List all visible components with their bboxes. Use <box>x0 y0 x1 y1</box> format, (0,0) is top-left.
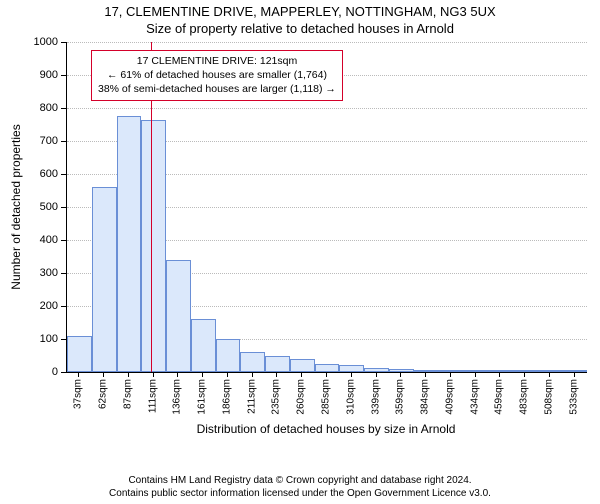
annotation-box: 17 CLEMENTINE DRIVE: 121sqm← 61% of deta… <box>91 50 343 101</box>
annotation-line: 38% of semi-detached houses are larger (… <box>98 82 336 96</box>
x-tick-mark <box>177 372 178 377</box>
x-tick-label: 260sqm <box>296 379 307 415</box>
y-tick-mark <box>61 174 66 175</box>
x-tick-label: 136sqm <box>172 379 183 415</box>
x-tick-label: 508sqm <box>543 379 554 415</box>
footer-line-1: Contains HM Land Registry data © Crown c… <box>0 474 600 487</box>
x-tick-mark <box>301 372 302 377</box>
bar <box>240 352 265 372</box>
y-tick-label: 800 <box>10 102 58 114</box>
x-tick-label: 310sqm <box>345 379 356 415</box>
x-tick-mark <box>326 372 327 377</box>
x-tick-label: 211sqm <box>246 379 257 414</box>
x-tick-mark <box>450 372 451 377</box>
x-tick-label: 434sqm <box>469 379 480 415</box>
x-tick-mark <box>227 372 228 377</box>
y-tick-mark <box>61 339 66 340</box>
bar <box>265 356 290 373</box>
chart-area: Number of detached properties 17 CLEMENT… <box>10 42 590 440</box>
y-tick-mark <box>61 306 66 307</box>
x-tick-mark <box>574 372 575 377</box>
x-tick-mark <box>524 372 525 377</box>
x-tick-mark <box>499 372 500 377</box>
y-tick-label: 600 <box>10 168 58 180</box>
x-tick-mark <box>351 372 352 377</box>
bar <box>562 370 587 372</box>
x-tick-label: 384sqm <box>420 379 431 415</box>
y-tick-mark <box>61 240 66 241</box>
y-tick-label: 900 <box>10 69 58 81</box>
y-tick-mark <box>61 372 66 373</box>
bar <box>339 365 364 372</box>
y-tick-label: 400 <box>10 234 58 246</box>
bar <box>92 187 117 372</box>
y-tick-label: 200 <box>10 300 58 312</box>
bar <box>290 359 315 372</box>
y-tick-mark <box>61 108 66 109</box>
y-tick-mark <box>61 141 66 142</box>
gridline <box>67 108 587 109</box>
chart-title-main: 17, CLEMENTINE DRIVE, MAPPERLEY, NOTTING… <box>0 4 600 19</box>
x-tick-mark <box>475 372 476 377</box>
bar <box>141 120 166 372</box>
annotation-line: ← 61% of detached houses are smaller (1,… <box>98 68 336 82</box>
x-tick-label: 37sqm <box>73 379 84 409</box>
footer-line-2: Contains public sector information licen… <box>0 487 600 500</box>
bar <box>364 368 389 372</box>
x-tick-label: 186sqm <box>221 379 232 415</box>
x-tick-label: 359sqm <box>395 379 406 415</box>
x-tick-label: 483sqm <box>519 379 530 415</box>
x-tick-label: 459sqm <box>494 379 505 415</box>
bar <box>67 336 92 372</box>
x-tick-label: 87sqm <box>122 379 133 409</box>
y-tick-mark <box>61 273 66 274</box>
y-tick-mark <box>61 75 66 76</box>
y-tick-label: 100 <box>10 333 58 345</box>
x-tick-mark <box>549 372 550 377</box>
x-tick-mark <box>78 372 79 377</box>
x-tick-mark <box>153 372 154 377</box>
bar <box>191 319 216 372</box>
bar <box>463 370 488 372</box>
x-tick-label: 62sqm <box>98 379 109 409</box>
x-tick-label: 533sqm <box>568 379 579 415</box>
x-tick-mark <box>376 372 377 377</box>
x-tick-mark <box>202 372 203 377</box>
footer-attribution: Contains HM Land Registry data © Crown c… <box>0 474 600 500</box>
x-tick-mark <box>276 372 277 377</box>
bar <box>537 370 562 372</box>
bar <box>438 370 463 372</box>
y-tick-label: 700 <box>10 135 58 147</box>
x-tick-label: 285sqm <box>321 379 332 415</box>
x-tick-mark <box>425 372 426 377</box>
y-tick-mark <box>61 42 66 43</box>
x-tick-label: 161sqm <box>197 379 208 415</box>
chart-title-sub: Size of property relative to detached ho… <box>0 21 600 36</box>
x-tick-mark <box>128 372 129 377</box>
plot-area: 17 CLEMENTINE DRIVE: 121sqm← 61% of deta… <box>66 42 587 373</box>
x-axis-label: Distribution of detached houses by size … <box>197 422 456 436</box>
x-tick-mark <box>103 372 104 377</box>
x-tick-label: 111sqm <box>147 379 158 413</box>
bar <box>166 260 191 372</box>
y-tick-label: 500 <box>10 201 58 213</box>
x-tick-label: 339sqm <box>370 379 381 415</box>
gridline <box>67 42 587 43</box>
x-tick-mark <box>400 372 401 377</box>
bar <box>315 364 340 372</box>
annotation-line: 17 CLEMENTINE DRIVE: 121sqm <box>98 54 336 68</box>
y-tick-label: 0 <box>10 366 58 378</box>
y-tick-mark <box>61 207 66 208</box>
y-tick-label: 1000 <box>10 36 58 48</box>
bar <box>117 116 142 372</box>
y-tick-label: 300 <box>10 267 58 279</box>
bar <box>216 339 241 372</box>
x-tick-label: 409sqm <box>444 379 455 415</box>
x-tick-mark <box>252 372 253 377</box>
x-tick-label: 235sqm <box>271 379 282 415</box>
